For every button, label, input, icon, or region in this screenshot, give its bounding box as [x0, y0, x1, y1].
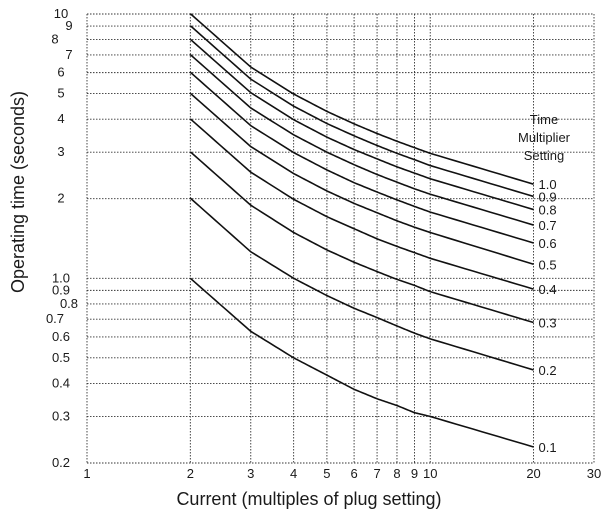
- y-tick-label: 8: [51, 32, 58, 47]
- y-tick-label: 5: [57, 86, 64, 101]
- y-tick-label: 0.3: [52, 408, 70, 423]
- tms-curve: [189, 25, 534, 198]
- x-tick-label: 1: [83, 466, 90, 481]
- y-tick-label: 9: [65, 18, 72, 33]
- x-axis-ticks: 1 2 3 4 5 6 7 8 9 10 20 30: [83, 466, 601, 481]
- tms-curve: [189, 38, 534, 211]
- y-tick-label: 0.5: [52, 350, 70, 365]
- x-tick-label: 30: [587, 466, 601, 481]
- x-tick-label: 8: [393, 466, 400, 481]
- y-tick-label: 1.0: [52, 270, 70, 285]
- x-axis-label: Current (multiples of plug setting): [176, 489, 441, 509]
- y-tick-label: 0.9: [52, 282, 70, 297]
- series-label: 1.0: [539, 177, 557, 192]
- tms-annotation-line: Time: [530, 112, 558, 127]
- x-tick-label: 5: [323, 466, 330, 481]
- series-label: 0.5: [539, 257, 557, 272]
- series-label: 0.6: [539, 236, 557, 251]
- y-tick-label: 0.7: [46, 311, 64, 326]
- x-tick-label: 9: [411, 466, 418, 481]
- series-label: 0.9: [539, 189, 557, 204]
- series-label: 0.4: [539, 282, 557, 297]
- y-tick-label: 0.2: [52, 455, 70, 470]
- series-label: 0.1: [539, 440, 557, 455]
- tms-curve: [189, 151, 534, 324]
- y-tick-label: 2: [57, 191, 64, 206]
- x-tick-label: 10: [423, 466, 437, 481]
- series-labels: 1.00.90.80.7 0.6 0.5 0.4 0.3 0.2 0.1: [539, 177, 557, 455]
- x-tick-label: 4: [290, 466, 297, 481]
- y-tick-label: 0.6: [52, 329, 70, 344]
- x-tick-label: 6: [350, 466, 357, 481]
- series-label: 0.3: [539, 316, 557, 331]
- tms-curve: [189, 197, 534, 371]
- tms-curve: [189, 118, 534, 290]
- tms-curve: [189, 13, 534, 185]
- tms-annotation-line: Setting: [524, 148, 564, 163]
- y-tick-label: 4: [57, 111, 64, 126]
- y-axis-label: Operating time (seconds): [8, 91, 28, 293]
- series-label: 0.8: [539, 203, 557, 218]
- y-tick-label: 3: [57, 144, 64, 159]
- grid: [86, 13, 595, 464]
- series-label: 0.7: [539, 218, 557, 233]
- y-tick-label: 7: [65, 47, 72, 62]
- y-tick-label: 6: [57, 65, 64, 80]
- tms-curve: [189, 277, 534, 448]
- y-tick-label: 0.8: [60, 296, 78, 311]
- x-tick-label: 7: [373, 466, 380, 481]
- y-tick-label: 10: [54, 6, 68, 21]
- tms-annotation-line: Multiplier: [518, 130, 571, 145]
- tms-curve: [189, 54, 534, 226]
- tms-curve: [189, 71, 534, 244]
- tms-annotation: Time Multiplier Setting: [518, 112, 571, 163]
- y-tick-label: 0.4: [52, 375, 70, 390]
- x-tick-label: 2: [187, 466, 194, 481]
- tms-curve: [189, 92, 534, 266]
- series-label: 0.2: [539, 363, 557, 378]
- x-tick-label: 20: [526, 466, 540, 481]
- curves: [189, 13, 534, 448]
- x-tick-label: 3: [247, 466, 254, 481]
